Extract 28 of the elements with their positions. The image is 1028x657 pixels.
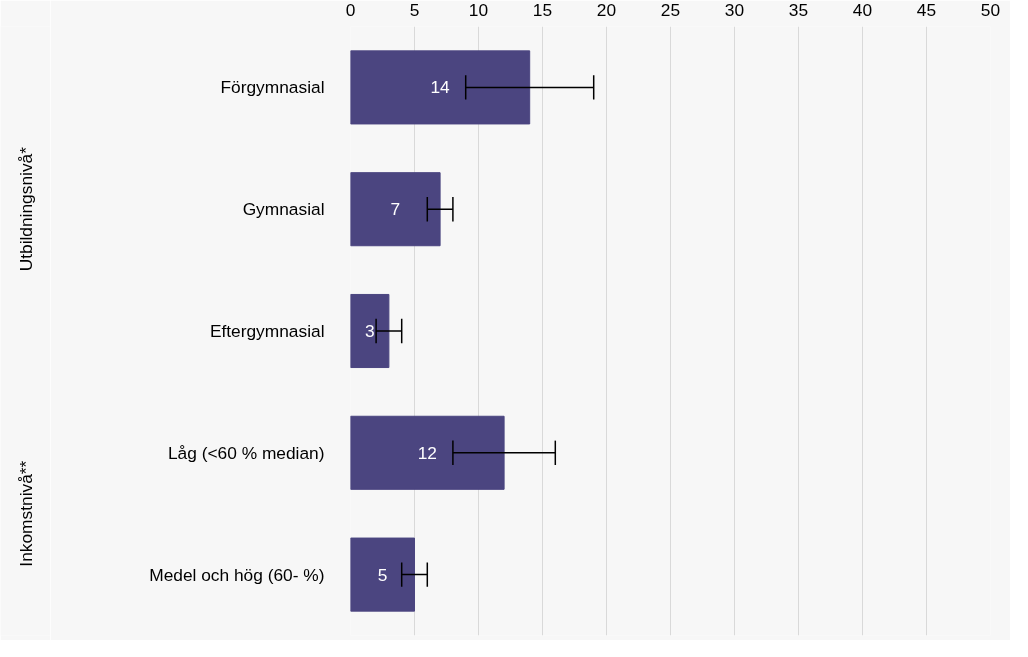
x-tick-label: 20 bbox=[596, 0, 617, 20]
x-tick-label: 0 bbox=[345, 0, 356, 20]
bar bbox=[350, 415, 505, 490]
y-tick-label: Eftergymnasial bbox=[209, 321, 325, 341]
y-tick-label: Medel och hög (60- %) bbox=[149, 564, 325, 585]
y-tick-label: Låg (<60 % median) bbox=[167, 442, 325, 463]
x-tick-label: 35 bbox=[788, 0, 809, 20]
data-label: 12 bbox=[417, 442, 437, 463]
text: Utbildningsnivå* bbox=[15, 146, 36, 272]
bar bbox=[350, 50, 531, 125]
data-label: 14 bbox=[430, 77, 451, 98]
x-tick-label: 30 bbox=[724, 0, 745, 20]
x-tick-label: 5 bbox=[409, 0, 420, 20]
y-tick-label: Gymnasial bbox=[242, 199, 325, 220]
x-tick-label: 15 bbox=[532, 0, 553, 20]
bar bbox=[350, 537, 415, 612]
y-tick-label: Förgymnasial bbox=[220, 77, 325, 98]
bar bbox=[350, 172, 441, 247]
x-tick-label: 45 bbox=[916, 0, 937, 20]
bar bbox=[350, 293, 390, 369]
x-tick-label: 40 bbox=[852, 0, 873, 20]
data-label: 7 bbox=[390, 199, 401, 220]
x-tick-label: 25 bbox=[660, 0, 681, 20]
data-label: 3 bbox=[364, 321, 375, 341]
x-tick-label: 50 bbox=[980, 0, 1001, 20]
x-tick-label: 10 bbox=[468, 0, 489, 20]
data-label: 5 bbox=[377, 564, 388, 585]
text: Inkomstnivå** bbox=[15, 460, 36, 567]
